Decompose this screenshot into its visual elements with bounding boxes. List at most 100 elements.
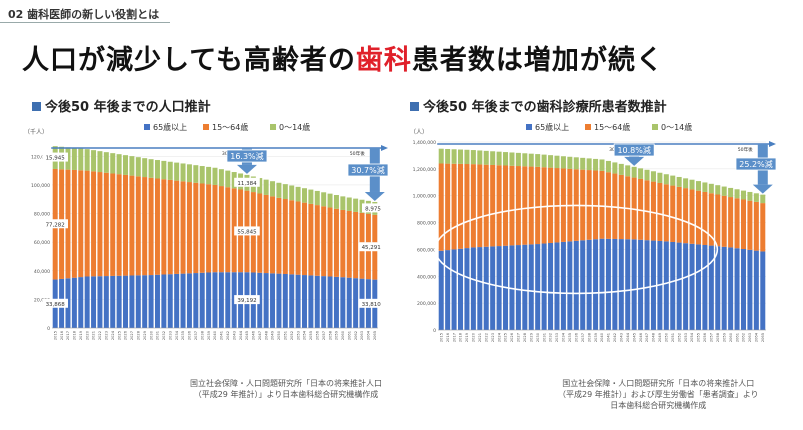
bar-working-2032 bbox=[161, 179, 167, 275]
bar-elderly-2040 bbox=[599, 238, 605, 330]
bar-elderly-2022 bbox=[483, 246, 489, 330]
data-label-box bbox=[362, 203, 384, 213]
data-label-box bbox=[42, 298, 68, 308]
bar-working-2029 bbox=[528, 166, 534, 245]
x-tick-label: 2052 bbox=[677, 333, 681, 342]
bar-elderly-2050 bbox=[663, 241, 669, 330]
bar-working-2023 bbox=[490, 164, 496, 247]
x-tick-label: 2048 bbox=[264, 330, 268, 340]
bar-young-2064 bbox=[753, 193, 759, 202]
bar-working-2047 bbox=[644, 180, 650, 241]
bar-working-2061 bbox=[346, 210, 352, 278]
x-tick-label: 2037 bbox=[194, 331, 198, 340]
bar-working-2049 bbox=[270, 196, 276, 274]
bar-elderly-2020 bbox=[470, 247, 476, 330]
bar-working-2059 bbox=[721, 195, 727, 247]
down-arrow-icon bbox=[752, 184, 773, 194]
bar-working-2050 bbox=[276, 197, 282, 274]
y-tick-label: 40,000 bbox=[34, 269, 50, 275]
x-tick-label: 2024 bbox=[497, 332, 501, 342]
bar-working-2023 bbox=[103, 172, 109, 277]
change-callout-text: 10.8%減 bbox=[617, 145, 650, 155]
legend-elderly-swatch bbox=[526, 124, 532, 130]
bar-young-2053 bbox=[683, 178, 689, 189]
legend-elderly-label: 65歳以上 bbox=[535, 122, 569, 132]
bar-elderly-2063 bbox=[747, 249, 753, 330]
x-tick-label: 2040 bbox=[213, 330, 217, 340]
bar-young-2021 bbox=[91, 150, 97, 172]
change-callout-box bbox=[735, 157, 777, 171]
bar-elderly-2033 bbox=[167, 274, 173, 328]
x-tick-label: 2044 bbox=[239, 330, 243, 340]
legend-working-label: 15～64歳 bbox=[212, 122, 248, 132]
x-tick-label: 2059 bbox=[722, 332, 726, 342]
bar-young-2035 bbox=[180, 163, 186, 182]
bar-elderly-2027 bbox=[515, 245, 521, 330]
x-tick-label: 2053 bbox=[684, 333, 688, 342]
data-label: 55,845 bbox=[237, 229, 257, 235]
x-tick-label: 2062 bbox=[354, 331, 358, 340]
down-arrow-icon bbox=[364, 191, 385, 201]
bar-working-2057 bbox=[321, 206, 327, 277]
bar-elderly-2029 bbox=[528, 244, 534, 330]
bar-young-2038 bbox=[199, 166, 205, 184]
bar-working-2028 bbox=[522, 166, 528, 245]
bar-young-2046 bbox=[638, 168, 644, 179]
bar-working-2038 bbox=[199, 183, 205, 273]
bar-young-2043 bbox=[618, 163, 624, 175]
y-tick-label: 1,200,000 bbox=[413, 167, 436, 173]
bar-working-2030 bbox=[535, 166, 541, 245]
x-tick-label: 2065 bbox=[373, 331, 377, 340]
x-tick-label: 2044 bbox=[626, 332, 630, 342]
x-tick-label: 2034 bbox=[562, 332, 566, 342]
x-tick-label: 2061 bbox=[735, 333, 739, 342]
bar-working-2055 bbox=[695, 190, 701, 245]
bar-young-2023 bbox=[103, 152, 109, 173]
bar-elderly-2046 bbox=[638, 239, 644, 330]
bar-elderly-2036 bbox=[186, 273, 192, 328]
bar-working-2031 bbox=[541, 167, 547, 244]
x-tick-label: 2055 bbox=[309, 331, 313, 340]
bar-young-2024 bbox=[110, 153, 116, 174]
bar-working-2060 bbox=[728, 197, 734, 248]
bar-young-2041 bbox=[218, 169, 224, 187]
bar-working-2054 bbox=[689, 189, 695, 244]
x-tick-label: 2015 bbox=[53, 331, 57, 340]
bar-working-2026 bbox=[509, 165, 515, 246]
bar-young-2054 bbox=[301, 188, 307, 203]
change-callout-text: 30.7%減 bbox=[351, 165, 384, 175]
bar-working-2024 bbox=[496, 165, 502, 247]
bar-elderly-2051 bbox=[670, 241, 676, 330]
bar-working-2021 bbox=[477, 164, 483, 248]
bar-elderly-2041 bbox=[218, 272, 224, 328]
legend-working-label: 15～64歳 bbox=[594, 122, 630, 132]
data-label-box bbox=[358, 298, 384, 308]
bar-elderly-2038 bbox=[586, 239, 592, 330]
x-tick-label: 2043 bbox=[619, 333, 623, 342]
reference-arrowhead-icon bbox=[769, 141, 776, 147]
bar-young-2022 bbox=[97, 151, 103, 173]
bar-young-2042 bbox=[612, 162, 618, 174]
bar-working-2020 bbox=[470, 164, 476, 248]
bar-young-2029 bbox=[528, 153, 534, 167]
bar-elderly-2042 bbox=[225, 272, 231, 328]
x-tick-label: 2022 bbox=[484, 333, 488, 342]
bar-working-2062 bbox=[353, 211, 359, 279]
bar-elderly-2052 bbox=[676, 242, 682, 330]
bar-young-2048 bbox=[650, 171, 656, 182]
bar-working-2059 bbox=[333, 208, 339, 277]
bar-young-2031 bbox=[154, 160, 160, 179]
bar-working-2026 bbox=[123, 174, 129, 276]
bar-elderly-2039 bbox=[206, 272, 212, 328]
x-tick-label: 2021 bbox=[92, 331, 96, 340]
bar-elderly-2028 bbox=[135, 275, 141, 328]
highlight-ellipse bbox=[434, 204, 719, 295]
bar-young-2016 bbox=[445, 148, 451, 164]
bar-elderly-2026 bbox=[509, 245, 515, 330]
bar-elderly-2023 bbox=[490, 246, 496, 330]
bar-working-2029 bbox=[142, 177, 148, 276]
bar-elderly-2054 bbox=[301, 275, 307, 328]
bar-working-2021 bbox=[91, 171, 97, 277]
bar-working-2018 bbox=[458, 163, 464, 249]
bar-working-2058 bbox=[327, 207, 333, 277]
